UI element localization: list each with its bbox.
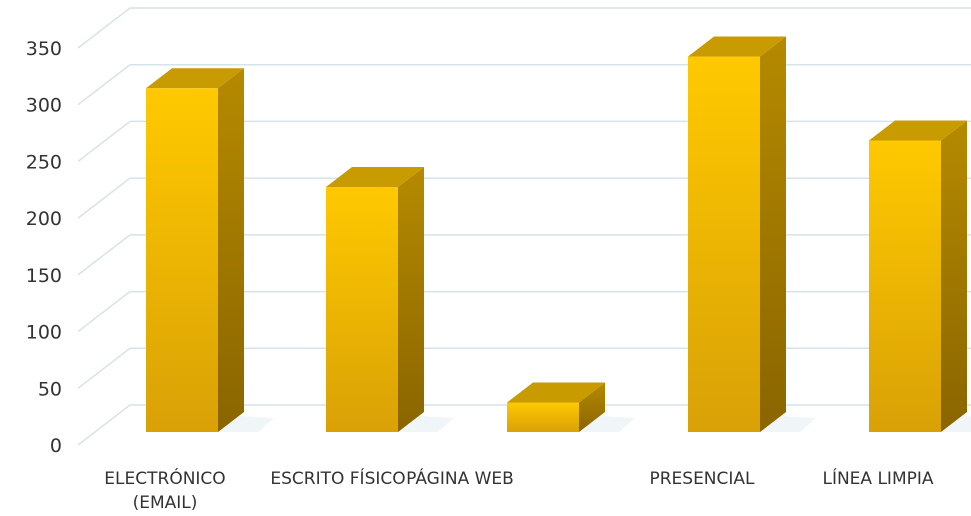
y-tick-label: 250: [26, 151, 62, 173]
bar: [146, 68, 274, 432]
gridline: [77, 7, 971, 49]
bar: [869, 120, 971, 432]
x-axis-labels: ELECTRÓNICO (EMAIL) ESCRITO FÍSICO PÁGINA W…: [104, 467, 934, 513]
y-tick-label: 300: [26, 95, 62, 117]
bar: [688, 36, 816, 433]
x-tick-label: ELECTRÓNICO (EMAIL): [104, 467, 225, 513]
gridline: [77, 177, 971, 219]
y-tick-label: 0: [50, 435, 62, 457]
x-tick-label: LÍNEA LIMPIA: [822, 467, 933, 489]
y-axis-ticks: 0 50 100 150 200 250 300 350: [26, 38, 62, 457]
y-tick-label: 200: [26, 208, 62, 230]
y-tick-label: 350: [26, 38, 62, 60]
x-tick-label: ESCRITO FÍSICO: [270, 467, 405, 489]
gridline: [77, 347, 971, 389]
gridlines: [77, 7, 971, 446]
y-tick-label: 100: [26, 322, 62, 344]
y-tick-label: 150: [26, 265, 62, 287]
x-tick-label: PÁGINA WEB: [406, 467, 514, 489]
gridline: [77, 290, 971, 333]
bar: [326, 166, 454, 432]
x-tick-label: PRESENCIAL: [649, 469, 755, 489]
gridline: [77, 120, 971, 163]
bar: [507, 382, 635, 432]
bars: [146, 36, 971, 433]
gridline: [77, 234, 971, 276]
y-tick-label: 50: [38, 378, 62, 400]
gridline: [77, 63, 971, 106]
